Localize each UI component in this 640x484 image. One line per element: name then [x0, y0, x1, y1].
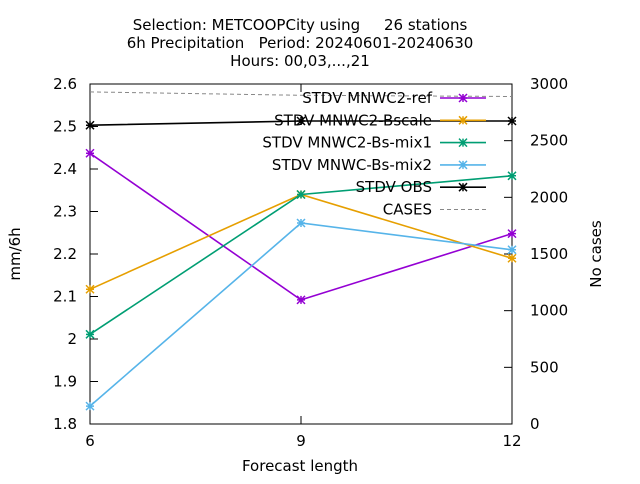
data-point-stdv-mnwc2-bs-mix1 — [507, 171, 517, 181]
y-axis-label: mm/6h — [6, 227, 24, 280]
chart-title-line-3: Hours: 00,03,...,21 — [230, 52, 370, 70]
y-tick-label: 2.3 — [53, 203, 77, 221]
y-tick-label: 2.4 — [53, 160, 77, 178]
legend-marker-stdv-mnwc2-ref — [458, 93, 468, 103]
y2-tick-label: 3000 — [530, 75, 568, 93]
legend-label-stdv-mnwc2-bs-mix1: STDV MNWC2-Bs-mix1 — [262, 134, 432, 152]
data-point-stdv-mnwc2-bscale — [85, 284, 95, 294]
data-point-stdv-mnwc2-bs-mix1 — [296, 189, 306, 200]
legend-label-cases: CASES — [383, 201, 432, 219]
data-point-stdv-obs — [85, 120, 95, 130]
legend: STDV MNWC2-ref STDV MNWC2-Bscale STDV MNWC… — [262, 89, 486, 219]
legend-label-stdv-mnwc2-bscale: STDV MNWC2-Bscale — [274, 111, 432, 129]
data-point-stdv-mnwc2-ref — [507, 229, 517, 239]
y-tick-label: 2.5 — [53, 118, 77, 136]
legend-label-stdv-mnwc-bs-mix2: STDV MNWC-Bs-mix2 — [272, 156, 432, 174]
legend-label-stdv-mnwc2-ref: STDV MNWC2-ref — [302, 89, 432, 107]
series-line-cases — [89, 91, 513, 97]
y2-axis-label: No cases — [587, 220, 605, 288]
x-axis-ticks: 6 9 12 — [85, 84, 522, 450]
y2-tick-label: 2000 — [530, 188, 568, 206]
data-point-stdv-mnwc2-ref — [85, 148, 95, 158]
data-point-stdv-mnwc-bs-mix2 — [85, 401, 95, 411]
data-point-stdv-mnwc2-bs-mix1 — [85, 329, 95, 339]
data-point-stdv-mnwc2-ref — [296, 295, 306, 305]
legend-label-stdv-obs: STDV OBS — [356, 178, 432, 196]
y-tick-label: 1.9 — [53, 373, 77, 391]
y-tick-label: 2.1 — [53, 288, 77, 306]
legend-marker-stdv-mnwc-bs-mix2 — [458, 160, 468, 170]
series-cases — [89, 91, 513, 97]
y-tick-label: 2.6 — [53, 75, 77, 93]
y2-tick-label: 0 — [530, 415, 540, 433]
legend-marker-stdv-mnwc2-bs-mix1 — [458, 138, 468, 148]
x-axis-label: Forecast length — [242, 457, 358, 475]
y2-tick-label: 2500 — [530, 132, 568, 150]
data-point-stdv-mnwc-bs-mix2 — [296, 218, 306, 228]
series-stdv-mnwc2-ref — [85, 148, 517, 305]
y-tick-label: 1.8 — [53, 415, 77, 433]
x-tick-label: 6 — [85, 432, 95, 450]
series-line-stdv-mnwc-bs-mix2 — [89, 222, 513, 407]
chart-title-line-2: 6h Precipitation Period: 20240601-202406… — [127, 34, 474, 52]
data-point-stdv-mnwc-bs-mix2 — [507, 245, 517, 255]
y2-axis-ticks: 0 500 1000 1500 2000 2500 3000 — [504, 75, 568, 433]
y2-tick-label: 1500 — [530, 245, 568, 263]
x-tick-label: 9 — [296, 432, 306, 450]
legend-marker-stdv-obs — [458, 182, 468, 192]
data-point-stdv-mnwc2-bscale — [507, 253, 517, 263]
y-axis-ticks: 1.8 1.9 2 2.1 2.2 2.3 2.4 2.5 2.6 — [53, 75, 98, 433]
data-point-stdv-obs — [507, 116, 517, 126]
series-stdv-mnwc-bs-mix2 — [85, 218, 517, 411]
y-tick-label: 2.2 — [53, 245, 77, 263]
y2-tick-label: 500 — [530, 358, 559, 376]
x-tick-label: 12 — [502, 432, 521, 450]
series-line-stdv-mnwc2-bs-mix1 — [89, 175, 513, 335]
chart-title-line-1: Selection: METCOOPCity using 26 stations — [133, 16, 468, 34]
series-stdv-mnwc2-bs-mix1 — [85, 171, 517, 339]
legend-marker-stdv-mnwc2-bscale — [458, 115, 468, 125]
y2-tick-label: 1000 — [530, 302, 568, 320]
data-point-stdv-obs — [296, 116, 306, 126]
y-tick-label: 2 — [67, 330, 77, 348]
